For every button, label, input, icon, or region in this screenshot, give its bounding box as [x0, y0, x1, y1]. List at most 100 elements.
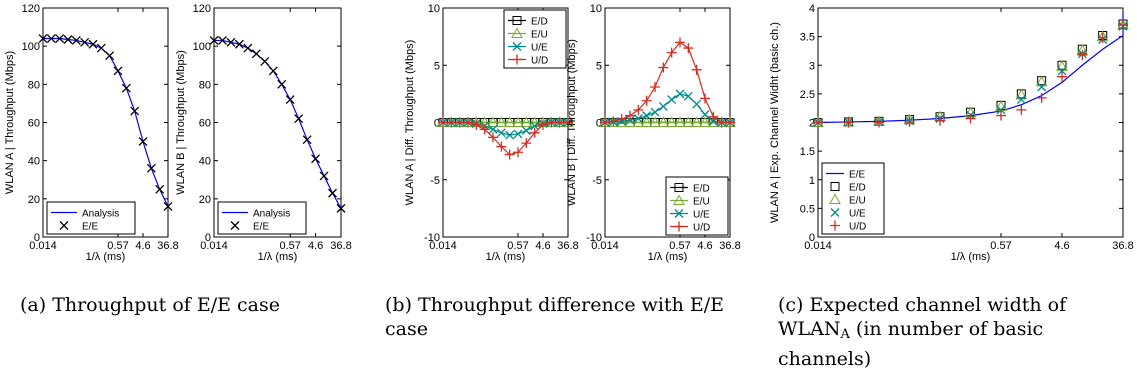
data-point [446, 117, 457, 128]
data-point [725, 117, 735, 128]
data-point [487, 116, 499, 127]
series-u-d [600, 37, 735, 128]
data-point [657, 116, 670, 127]
data-point [529, 127, 540, 138]
data-point [1118, 20, 1128, 31]
chart-panel-4: -10 -5 0 5 10 0.014 0.57 4.6 36.8 1/λ (ms) WLAN B … [566, 3, 741, 263]
legend-marker [830, 208, 840, 217]
data-point [503, 116, 516, 127]
chart-panel-3: -10 -5 0 5 10 0.014 0.57 4.6 36.8 1/λ (ms) WLAN A … [404, 3, 579, 263]
legend-label: U/D [531, 56, 548, 67]
data-point [649, 116, 661, 127]
x-tick-label: 36.8 [157, 240, 178, 252]
y-tick-label: -5 [430, 175, 440, 187]
data-point [538, 119, 548, 130]
data-point [650, 107, 660, 117]
y-tick-label: 0 [34, 232, 40, 244]
y-tick-label: 100 [22, 41, 40, 53]
legend-label: U/E [693, 210, 710, 221]
legend-marker [230, 221, 240, 230]
data-point [463, 117, 473, 128]
x-tick-label: 0.014 [804, 240, 832, 252]
series-e-e [38, 34, 173, 211]
data-point [563, 117, 573, 128]
legend: E/D E/U U/E U/D [503, 9, 567, 69]
legend-marker [673, 194, 685, 205]
data-point [479, 124, 490, 135]
y-tick-label: -10 [586, 232, 602, 244]
legend-marker [830, 182, 840, 191]
legend-marker [830, 220, 840, 231]
y-tick-label: 5 [596, 60, 602, 72]
data-point [512, 116, 524, 127]
y-tick-label: 1.5 [800, 146, 815, 158]
data-point [708, 111, 719, 122]
data-point [505, 130, 515, 140]
legend-marker [674, 221, 684, 232]
data-point [80, 37, 90, 47]
legend-label: E/D [693, 184, 710, 195]
data-point [667, 95, 677, 105]
y-axis-label: WLAN B | Throughput (Mbps) [175, 50, 187, 195]
legend-marker [674, 183, 684, 192]
data-point [1057, 66, 1067, 76]
data-point [965, 113, 976, 124]
y-axis-label: WLAN A | Exp. Channel Widht (basic ch.) [769, 22, 781, 223]
data-point [666, 47, 677, 58]
data-point [650, 82, 660, 93]
plot-area [213, 7, 342, 238]
data-point [218, 35, 227, 45]
data-point [1016, 104, 1027, 115]
y-tick-label: -5 [592, 175, 602, 187]
y-tick-label: 20 [28, 194, 40, 206]
legend-label: E/U [849, 196, 866, 207]
x-tick-label: 4.6 [135, 240, 150, 252]
data-point [268, 66, 278, 76]
y-tick-label: 120 [193, 3, 211, 15]
caption-c: (c) Expected channel width of WLANA (in … [778, 293, 1128, 371]
x-tick-label: 0.57 [990, 240, 1011, 252]
legend: E/E E/D E/U U/E U/D [821, 162, 885, 235]
x-tick-label: 4.6 [1054, 240, 1069, 252]
data-point [699, 116, 711, 127]
series-line [604, 41, 730, 124]
data-point [138, 137, 148, 147]
series-u-d [813, 20, 1128, 128]
data-point [495, 116, 508, 127]
data-point [683, 91, 693, 101]
data-point [319, 171, 329, 181]
y-tick-label: 10 [428, 3, 440, 15]
y-tick-label: -10 [424, 232, 440, 244]
data-point [546, 117, 557, 128]
data-point [616, 114, 627, 125]
data-point [640, 116, 653, 127]
data-point [1035, 75, 1048, 87]
x-tick-label: 36.8 [330, 240, 351, 252]
y-tick-label: 60 [199, 118, 211, 130]
caption-c-subscript: A [840, 327, 850, 342]
data-point [488, 124, 498, 134]
data-point [813, 117, 823, 128]
data-point [633, 104, 644, 115]
data-point [935, 115, 945, 126]
legend-label: U/D [693, 223, 710, 234]
data-point [632, 116, 645, 127]
legend-label: U/D [849, 222, 866, 233]
data-point [243, 43, 253, 53]
y-tick-label: 4 [809, 3, 815, 15]
legend: Analysis E/E [217, 201, 307, 235]
x-tick-label: 0.57 [669, 240, 690, 252]
y-tick-label: 3 [809, 60, 815, 72]
y-tick-label: 60 [28, 118, 40, 130]
y-tick-label: 2.5 [800, 89, 815, 101]
legend-marker [511, 27, 523, 38]
data-point [504, 149, 515, 160]
data-point [234, 39, 244, 49]
data-point [471, 119, 482, 130]
data-point [692, 99, 702, 109]
legend-label: E/D [531, 17, 548, 28]
data-point [700, 110, 710, 119]
data-point [38, 34, 48, 43]
y-tick-label: 0 [596, 118, 602, 130]
